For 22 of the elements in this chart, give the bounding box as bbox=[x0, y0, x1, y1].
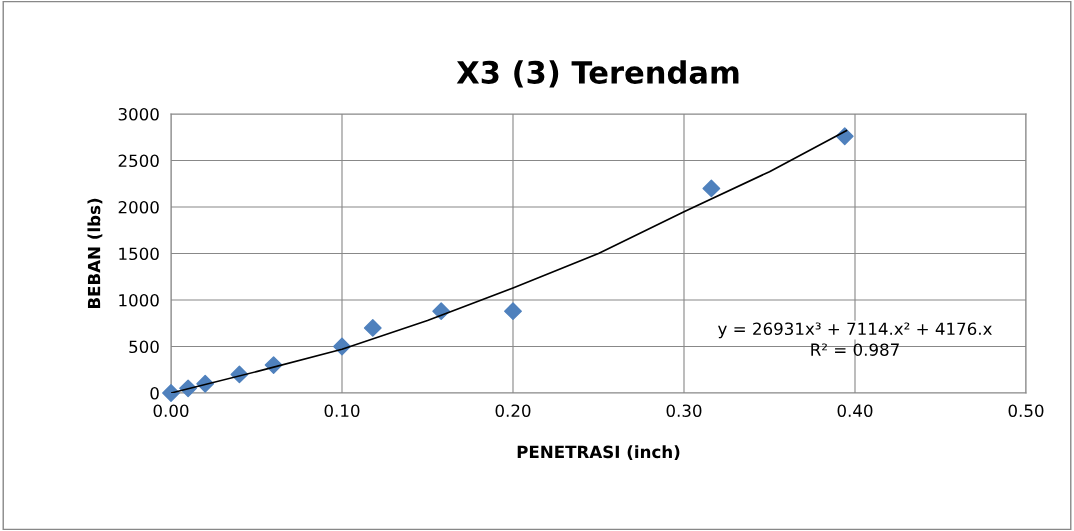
y-tick-label: 0 bbox=[150, 386, 159, 400]
x-tick-label: 0.40 bbox=[837, 404, 873, 418]
x-tick-label: 0.20 bbox=[495, 404, 531, 418]
annotation: y = 26931x³ + 7114.x² + 4176.x bbox=[718, 322, 992, 339]
x-tick-label: 0.10 bbox=[324, 404, 360, 418]
x-tick-label: 0.50 bbox=[1008, 404, 1044, 418]
y-axis-title: BEBAN (lbs) bbox=[87, 198, 103, 309]
y-tick-label: 2500 bbox=[118, 154, 159, 168]
point bbox=[702, 179, 721, 198]
y-tick-label: 1000 bbox=[119, 293, 159, 307]
y-tick-label: 1500 bbox=[119, 247, 159, 261]
point bbox=[162, 384, 180, 402]
y-tick-label: 500 bbox=[129, 340, 159, 354]
point bbox=[363, 318, 382, 337]
chart-title: X3 (3) Terendam bbox=[456, 60, 739, 88]
y-tick-label: 3000 bbox=[118, 107, 159, 121]
point bbox=[504, 302, 522, 321]
x-tick-label: 0.00 bbox=[153, 404, 189, 418]
x-tick-label: 0.30 bbox=[666, 404, 702, 418]
x-axis-title: PENETRASI (inch) bbox=[517, 445, 680, 461]
y-tick-label: 2000 bbox=[118, 200, 159, 214]
annotation: R² = 0.987 bbox=[811, 343, 899, 356]
